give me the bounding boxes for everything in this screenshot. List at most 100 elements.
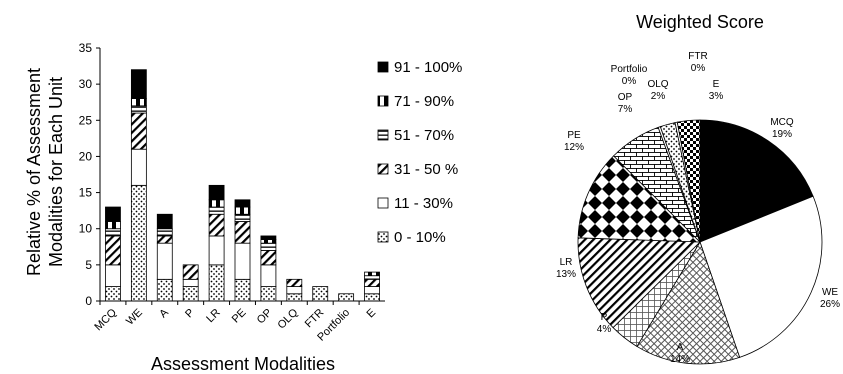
bar-segment-op-51-70 — [260, 242, 277, 251]
bar-segment-op-11-30 — [260, 264, 277, 287]
bar-segment-pe-71-90 — [234, 206, 251, 215]
bar-segment-p-31-50 — [182, 264, 199, 280]
pie-label-value-a: 14% — [670, 354, 690, 365]
category-label-mcq: MCQ — [92, 306, 119, 333]
legend-swatch-71-90 — [377, 95, 389, 107]
bar-segment-a-91-100 — [156, 213, 173, 230]
bar-segment-a-11-30 — [156, 242, 173, 280]
pie-label-value-ftr: 0% — [691, 63, 706, 74]
pie-label-value-pe: 12% — [564, 142, 584, 153]
category-label-olq: OLQ — [276, 306, 301, 331]
bar-segment-lr-71-90 — [208, 199, 225, 208]
y-axis-label-line1: Relative % of Assessment — [24, 68, 44, 276]
y-tick-label: 25 — [79, 113, 93, 127]
bar-segment-we-31-50 — [130, 112, 147, 150]
bar-segment-lr-11-30 — [208, 235, 225, 266]
pie-label-value-mcq: 19% — [772, 129, 792, 140]
pie-label-value-olq: 2% — [651, 91, 666, 102]
bar-segment-e-71-90 — [364, 271, 380, 277]
bar-segment-we-71-90 — [130, 98, 147, 107]
bar-segment-a-31-50 — [156, 235, 173, 244]
bar-segment-mcq-91-100 — [105, 206, 121, 222]
legend-label-51-70: 51 - 70% — [394, 127, 454, 144]
pie-slice-a — [636, 241, 741, 365]
category-label-pe: PE — [230, 307, 249, 326]
legend-swatch-11-30 — [377, 197, 389, 209]
bar-segment-we-0-10 — [130, 184, 147, 302]
pie-label-value-p: 4% — [597, 324, 612, 335]
bar-segment-mcq-31-50 — [105, 235, 121, 266]
category-label-lr: LR — [204, 307, 222, 325]
pie-label-value-op: 7% — [618, 104, 633, 115]
bar-segment-we-51-70 — [130, 105, 147, 114]
bar-segment-lr-51-70 — [208, 206, 225, 215]
bar-segment-op-31-50 — [260, 249, 277, 266]
bar-segment-a-0-10 — [156, 278, 173, 302]
y-axis-ticks: 0 5 10 15 20 25 30 35 — [79, 41, 100, 308]
bar-segment-p-11-30 — [182, 278, 199, 287]
bar-segment-pe-11-30 — [234, 242, 251, 280]
bar-segment-op-0-10 — [260, 286, 277, 302]
axes — [99, 48, 385, 302]
bar-segment-olq-0-10 — [286, 293, 303, 302]
pie-slices — [577, 119, 823, 365]
bar-segment-op-91-100 — [260, 235, 277, 240]
pie-label-value-lr: 13% — [556, 269, 576, 280]
y-tick-label: 5 — [85, 258, 92, 272]
pie-slice-e — [676, 119, 701, 243]
y-tick-label: 15 — [79, 186, 93, 200]
bar-segment-olq-31-50 — [286, 278, 303, 287]
pie-label-value-e: 3% — [709, 91, 724, 102]
bar-segment-mcq-11-30 — [105, 264, 121, 287]
bar-segment-e-0-10 — [364, 293, 380, 302]
bar-segment-we-91-100 — [130, 69, 147, 100]
category-label-a: A — [157, 306, 171, 320]
legend: 91 - 100% 71 - 90% 51 - 70% 31 - 50 % 11 - 3… — [377, 59, 462, 246]
bar-segment-e-51-70 — [364, 275, 380, 280]
legend-label-11-30: 11 - 30% — [394, 195, 453, 212]
y-tick-label: 30 — [79, 77, 93, 91]
legend-swatch-51-70 — [377, 129, 389, 141]
bar-segment-mcq-51-70 — [105, 228, 121, 237]
legend-label-0-10: 0 - 10% — [394, 229, 446, 246]
pie-label-value-we: 26% — [820, 299, 840, 310]
bar-segment-pe-0-10 — [234, 278, 251, 302]
pie-slice-mcq — [699, 119, 814, 243]
y-tick-label: 0 — [85, 294, 92, 308]
bar-segment-e-31-50 — [364, 278, 380, 287]
category-label-op: OP — [255, 307, 275, 327]
bar-segment-p-0-10 — [182, 286, 199, 302]
y-tick-label: 10 — [79, 222, 93, 236]
bar-segment-portfolio-0-10 — [338, 293, 355, 302]
x-axis-label: Assessment Modalities — [151, 354, 335, 374]
pie-label-name-op: OP — [618, 92, 633, 103]
pie-label-name-we: WE — [822, 287, 838, 298]
legend-label-91-100: 91 - 100% — [394, 59, 462, 76]
pie-label-name-ftr: FTR — [688, 51, 707, 62]
bar-segment-pe-31-50 — [234, 221, 251, 244]
stacked-bars — [105, 69, 380, 302]
legend-swatch-31-50 — [377, 163, 389, 175]
bar-segment-ftr-0-10 — [312, 286, 329, 302]
y-tick-label: 35 — [79, 41, 93, 55]
pie-slice-lr — [577, 237, 701, 329]
bar-segment-pe-51-70 — [234, 213, 251, 222]
bar-segment-lr-91-100 — [208, 184, 225, 201]
pie-label-value-portfolio: 0% — [622, 76, 637, 87]
category-label-we: WE — [124, 307, 145, 328]
legend-label-31-50: 31 - 50 % — [394, 161, 458, 178]
pie-label-name-pe: PE — [567, 130, 581, 141]
legend-swatch-91-100 — [377, 61, 389, 73]
pie-slice-pe — [577, 155, 702, 243]
legend-swatch-0-10 — [377, 231, 389, 243]
bar-segment-op-71-90 — [260, 239, 277, 244]
bar-segment-lr-31-50 — [208, 213, 225, 237]
pie-label-name-p: P — [601, 312, 608, 323]
pie-label-name-olq: OLQ — [647, 79, 668, 90]
bar-segment-olq-11-30 — [286, 286, 303, 295]
